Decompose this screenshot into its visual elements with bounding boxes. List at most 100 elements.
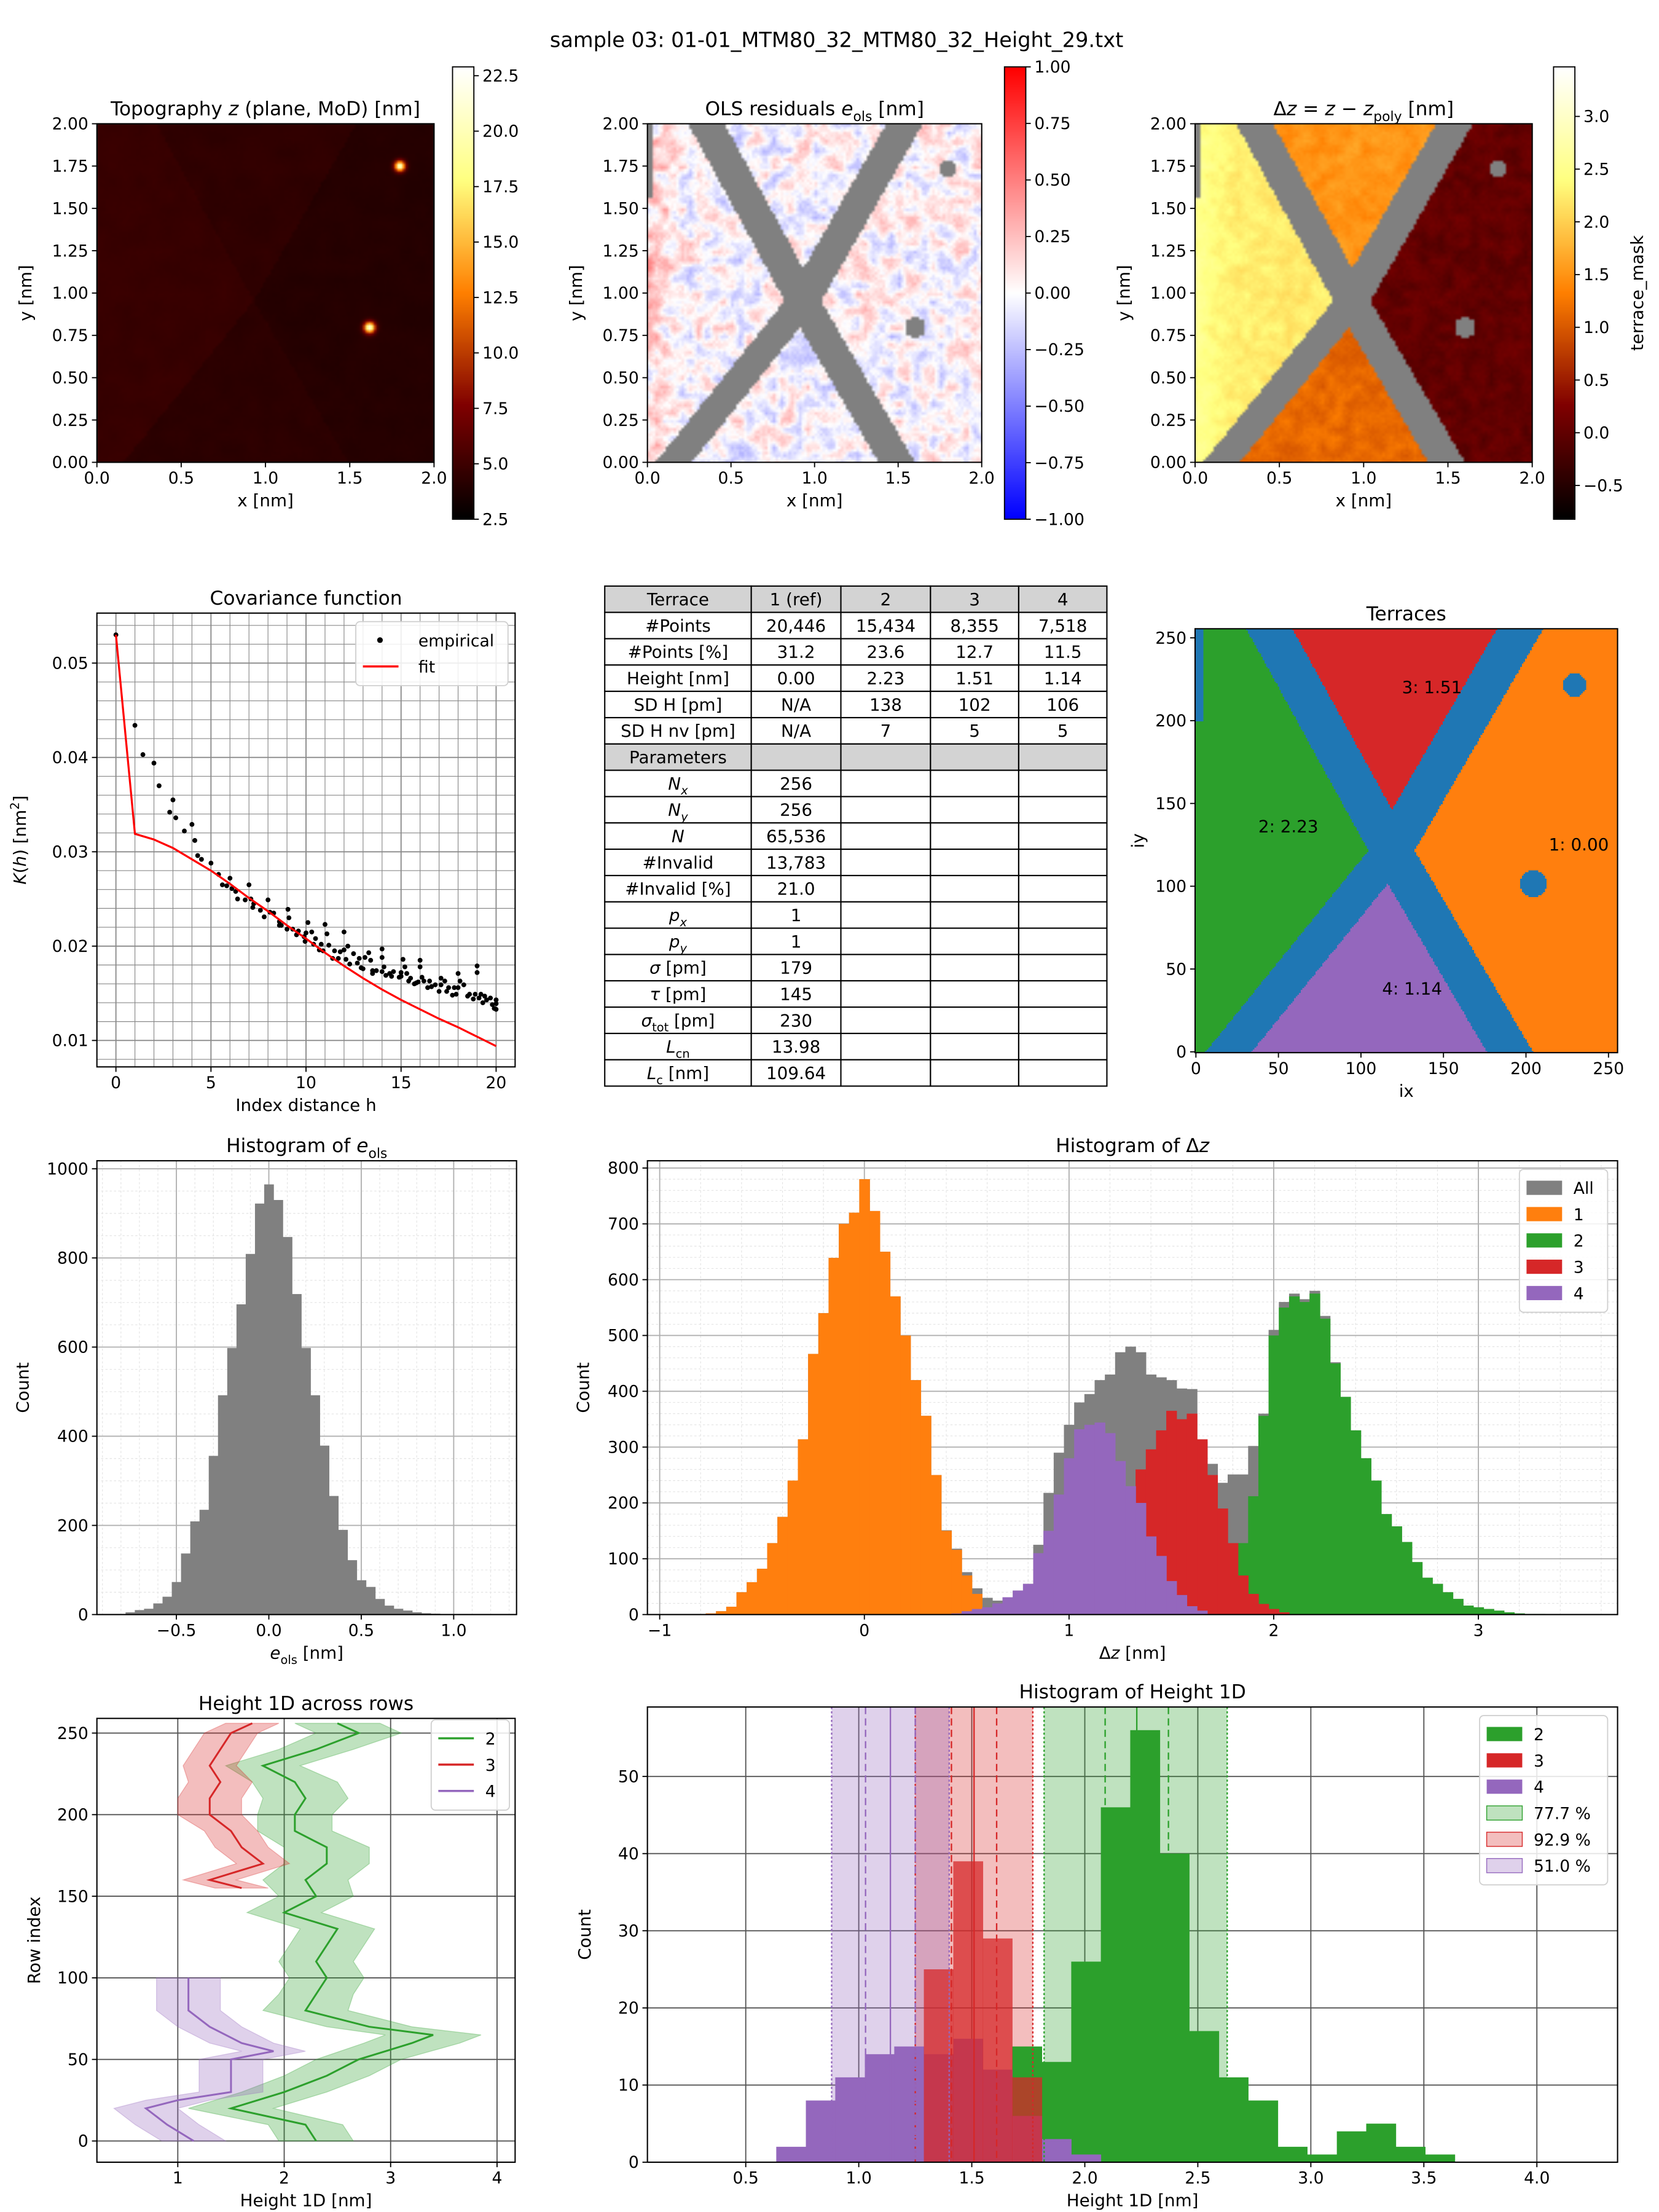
empirical-point: [408, 976, 414, 981]
table-row: τ [pm] 145: [604, 980, 1108, 1008]
table-cell-text: SD H [pm]: [634, 694, 723, 715]
table-cell: [750, 849, 842, 876]
x-tick-label: 150: [1428, 1059, 1459, 1078]
table-cell-text: 13.98: [772, 1037, 821, 1057]
table-cell-text: 11.5: [1044, 642, 1082, 662]
table-row: Ny 256: [604, 796, 1108, 824]
y-axis-label: y [nm]: [1113, 265, 1134, 321]
empirical-point: [379, 969, 385, 975]
histogram-bar-2: [1288, 1296, 1300, 1615]
table-cell: [750, 822, 842, 850]
mean-line: [227, 1722, 434, 2142]
histogram-bar-2: [1422, 1577, 1433, 1615]
histogram-bar-3: [1166, 1411, 1177, 1615]
histogram-bar-2: [1319, 1319, 1331, 1615]
table-cell-text: #Points: [645, 616, 711, 636]
x-tick-label: 1.5: [337, 469, 363, 488]
empirical-point: [343, 957, 348, 962]
chart-title: Terraces: [1366, 603, 1446, 625]
y-tick-label: 50: [1166, 960, 1186, 979]
label-segment: K: [10, 872, 30, 885]
table-cell: [840, 901, 931, 929]
legend-label: fit: [418, 658, 435, 677]
table-row: #Points 20,446 15,434 8,355 7,518: [604, 611, 1108, 640]
table-cell-text: Lc [nm]: [647, 1063, 709, 1087]
y-axis-label: Count: [573, 1362, 594, 1413]
histogram-bar-2: [1381, 1514, 1392, 1615]
histogram-bar-4: [1022, 1583, 1034, 1615]
table-cell: [930, 954, 1019, 982]
y-axis-label: iy: [1128, 833, 1148, 848]
histogram-bar-4: [1105, 1433, 1116, 1615]
chart-title: Covariance function: [210, 587, 402, 610]
empirical-point: [476, 995, 482, 1001]
empirical-point: [482, 994, 487, 999]
histogram-bar-1: [798, 1439, 809, 1615]
label-segment: N: [668, 774, 681, 794]
table-cell: [1018, 664, 1108, 692]
axes-decor: 2 3 4 77.7 % 92.9 % 51.0 % 0.5 1.0 1.5 2.0 2.5 3.0 3…: [575, 1681, 1618, 2211]
empirical-point: [195, 853, 200, 858]
label-segment: #Invalid [%]: [625, 879, 731, 899]
y-tick-label: 50: [68, 2050, 88, 2069]
table-cell-text: Parameters: [629, 747, 727, 767]
chart-title: Histogram of Δz: [1056, 1135, 1209, 1157]
empirical-point: [366, 950, 372, 955]
topography-panel: 0.0 0.5 1.0 1.5 2.0 0.00 0.25 0.50 0.75 1.00 1.25 1…: [15, 98, 447, 511]
legend-patch: [1526, 1260, 1563, 1274]
legend-patch: [1486, 1753, 1523, 1768]
histogram-bar: [273, 1199, 283, 1615]
y-tick-label: 200: [57, 1516, 88, 1535]
histogram-bar: [190, 1521, 200, 1615]
y-tick-label: 50: [618, 1767, 639, 1786]
table-cell-text: 3: [969, 589, 980, 610]
table-cell: [1018, 769, 1108, 798]
table-cell-text: Ny: [668, 800, 688, 824]
colorbar-tick-label: −0.75: [1034, 453, 1084, 473]
x-tick-label: 3.0: [1298, 2169, 1324, 2188]
axes-decor: 2 3 4 1 2 3 4 0 50 100 150 200 250 Height 1D across r…: [24, 1693, 516, 2211]
histogram-bar-2: [1473, 1607, 1484, 1615]
empirical-point: [450, 992, 455, 998]
y-tick-label: 0.50: [603, 369, 639, 388]
x-tick-label: 0: [1191, 1059, 1201, 1078]
colorbar-tick-label: −1.00: [1034, 510, 1084, 529]
y-tick-label: 300: [608, 1438, 639, 1457]
terrace-label: 1: 0.00: [1549, 834, 1609, 855]
axes-decor: 0.0 0.5 1.0 1.5 2.0 0.00 0.25 0.50 0.75 1.00 1.25 1…: [1113, 98, 1545, 511]
histogram-bar-4: [776, 2146, 807, 2162]
table-cell-text: #Points [%]: [628, 642, 729, 662]
empirical-point: [313, 936, 318, 941]
y-tick-label: 0.03: [52, 843, 88, 862]
x-tick-label: 0.5: [733, 2169, 759, 2188]
label-segment: −: [1335, 98, 1363, 120]
axes-frame: [96, 1717, 516, 2163]
x-tick-label: 1: [1064, 1621, 1074, 1640]
histogram-bar: [421, 1613, 431, 1615]
y-tick-label: 0: [629, 2153, 639, 2172]
histogram-bar: [375, 1599, 385, 1615]
colorbar-tick-label: 17.5: [482, 178, 519, 197]
colorbar-tick-label: 1.0: [1583, 318, 1609, 337]
table-cell: [750, 927, 842, 955]
label-segment: [pm]: [669, 1010, 715, 1030]
table-cell: [1018, 927, 1108, 955]
empirical-point: [356, 955, 362, 961]
colorbar-tick-label: 15.0: [482, 233, 519, 252]
histogram-bar-1: [920, 1416, 931, 1615]
colorbar-tick-label: −0.25: [1034, 340, 1084, 359]
legend-patch: [1526, 1285, 1563, 1301]
table-cell: [750, 743, 842, 771]
table-cell: [930, 901, 1019, 929]
table-cell: [840, 954, 931, 982]
plot-area: [1194, 124, 1532, 463]
histogram-bar-3: [1268, 1609, 1279, 1615]
histogram-bar-4: [865, 2054, 895, 2162]
colorbar-tick-label: 0.5: [1583, 371, 1609, 390]
table-cell: [1018, 1059, 1108, 1087]
empirical-point: [427, 978, 433, 984]
label-segment: y: [679, 941, 687, 955]
table-cell-text: 1: [791, 931, 802, 952]
label-segment: ) [nm: [10, 810, 30, 856]
table-cell: [930, 849, 1019, 876]
